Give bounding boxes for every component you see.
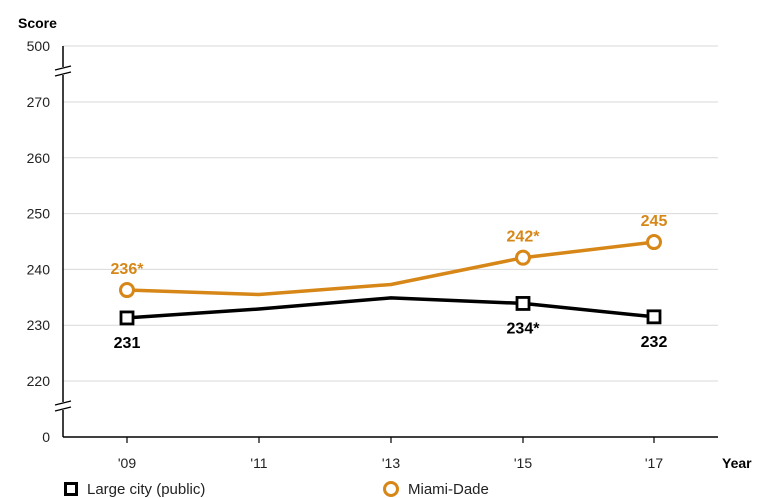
data-label: 231: [114, 335, 141, 352]
x-tick-label: '11: [250, 455, 267, 470]
legend-item-miami-dade: Miami-Dade: [383, 480, 489, 498]
y-tick-label: 240: [27, 261, 51, 277]
data-labels: 231 234* 232 236* 242* 245: [111, 213, 668, 352]
y-tick-label: 270: [27, 94, 51, 110]
data-label: 232: [641, 334, 668, 351]
axis-break-gap: [55, 67, 71, 75]
axis-break-mark: [54, 71, 72, 77]
data-label: 245: [641, 213, 668, 230]
data-label: 242*: [507, 229, 541, 246]
y-tick-label: 260: [27, 150, 51, 166]
series-line: [126, 240, 655, 297]
circle-marker: [515, 249, 531, 266]
square-marker: [646, 309, 662, 325]
legend-label: Miami-Dade: [408, 480, 489, 498]
axes: [54, 46, 718, 438]
data-label: 234*: [507, 320, 541, 337]
legend-item-large-city: Large city (public): [64, 480, 205, 498]
square-marker: [515, 296, 531, 311]
x-axis-title: Year: [722, 455, 752, 470]
line-chart: 0 220 230 240 250 260 270 500 '09 '11 '13 '15 '17 2…: [18, 15, 752, 470]
circle-marker-icon: [383, 481, 399, 497]
square-marker: [119, 310, 135, 326]
x-tick-label: '13: [382, 455, 400, 470]
y-tick-label: 220: [27, 373, 51, 389]
y-tick-labels: 0 220 230 240 250 260 270 500: [27, 38, 51, 445]
y-axis-title: Score: [18, 15, 57, 31]
x-tick-labels: '09 '11 '13 '15 '17: [118, 437, 663, 470]
legend-label: Large city (public): [87, 480, 206, 498]
y-tick-label: 0: [42, 429, 50, 445]
axis-break-mark: [54, 400, 72, 406]
x-tick-label: '15: [514, 455, 532, 470]
y-tick-label: 230: [27, 317, 51, 333]
data-label: 236*: [111, 261, 145, 278]
series-line: [126, 296, 655, 320]
series-markers: [119, 234, 662, 326]
y-tick-label: 250: [27, 206, 51, 222]
square-marker-icon: [64, 482, 78, 496]
x-tick-label: '09: [118, 455, 136, 470]
series-lines: [126, 240, 655, 320]
axis-break-mark: [54, 406, 72, 412]
x-tick-label: '17: [645, 455, 663, 470]
axis-break-gap: [55, 402, 71, 410]
axis-break-mark: [54, 65, 72, 71]
circle-marker: [119, 282, 135, 299]
y-tick-label: 500: [27, 38, 51, 54]
circle-marker: [646, 234, 662, 251]
gridlines: [63, 45, 718, 382]
